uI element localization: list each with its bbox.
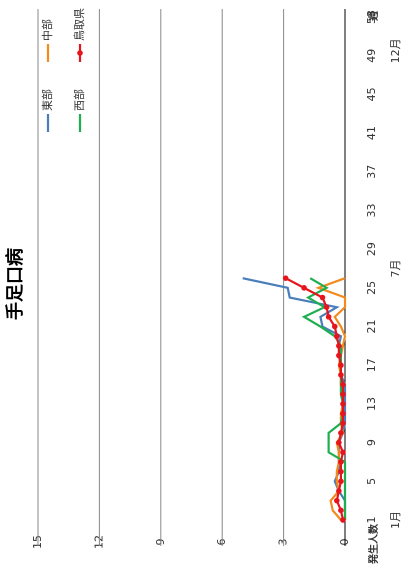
x-axis-label: 週 bbox=[368, 11, 380, 21]
x-tick-label: 5 bbox=[365, 478, 378, 485]
legend-label: 鳥取県 bbox=[72, 8, 86, 41]
point bbox=[323, 304, 330, 310]
point bbox=[338, 478, 344, 485]
point bbox=[338, 507, 344, 514]
month-label: 7月 bbox=[389, 260, 402, 278]
x-tick-label: 1 bbox=[365, 517, 378, 524]
x-tick-label: 21 bbox=[365, 320, 378, 334]
point bbox=[325, 314, 332, 320]
point bbox=[340, 420, 346, 427]
x-tick-label: 49 bbox=[365, 49, 378, 63]
point bbox=[338, 468, 344, 475]
x-tick-label: 33 bbox=[365, 203, 378, 217]
point bbox=[336, 439, 342, 446]
point bbox=[340, 517, 346, 523]
point bbox=[336, 343, 342, 349]
month-label: 1月 bbox=[389, 511, 402, 529]
x-tick-label: 53 bbox=[365, 10, 378, 24]
point bbox=[336, 352, 342, 359]
x-tick-label: 17 bbox=[365, 358, 378, 372]
point bbox=[340, 449, 346, 456]
x-tick-label: 9 bbox=[365, 439, 378, 446]
legend-label: 西部 bbox=[72, 89, 86, 111]
x-tick-label: 29 bbox=[365, 242, 378, 256]
month-label: 12月 bbox=[389, 38, 402, 63]
x-tick-label: 37 bbox=[365, 165, 378, 179]
x-tick-label: 41 bbox=[365, 126, 378, 140]
point bbox=[338, 430, 344, 436]
point bbox=[338, 459, 344, 465]
point bbox=[331, 323, 338, 330]
point bbox=[338, 362, 344, 369]
y-axis-label: 発生人数 bbox=[367, 523, 380, 565]
point bbox=[340, 410, 346, 417]
legend-label: 東部 bbox=[40, 89, 54, 111]
x-tick-label: 45 bbox=[365, 87, 378, 101]
point bbox=[282, 275, 289, 281]
legend-label: 中部 bbox=[40, 19, 54, 41]
point bbox=[336, 488, 342, 494]
rotated-chart: 手足口病 発生人数 週 0369121515913172125293337414… bbox=[4, 8, 402, 565]
point bbox=[340, 391, 346, 398]
chart-title: 手足口病 bbox=[4, 248, 26, 320]
x-tick-label: 25 bbox=[365, 281, 378, 295]
point bbox=[340, 381, 346, 388]
point bbox=[334, 497, 340, 504]
point bbox=[340, 401, 346, 407]
series-line bbox=[242, 277, 347, 520]
point bbox=[319, 294, 326, 301]
point bbox=[301, 285, 307, 291]
x-tick-label: 13 bbox=[365, 397, 378, 411]
point bbox=[334, 333, 340, 340]
point bbox=[338, 372, 344, 378]
series-line bbox=[285, 277, 345, 521]
legend-marker bbox=[77, 50, 83, 56]
